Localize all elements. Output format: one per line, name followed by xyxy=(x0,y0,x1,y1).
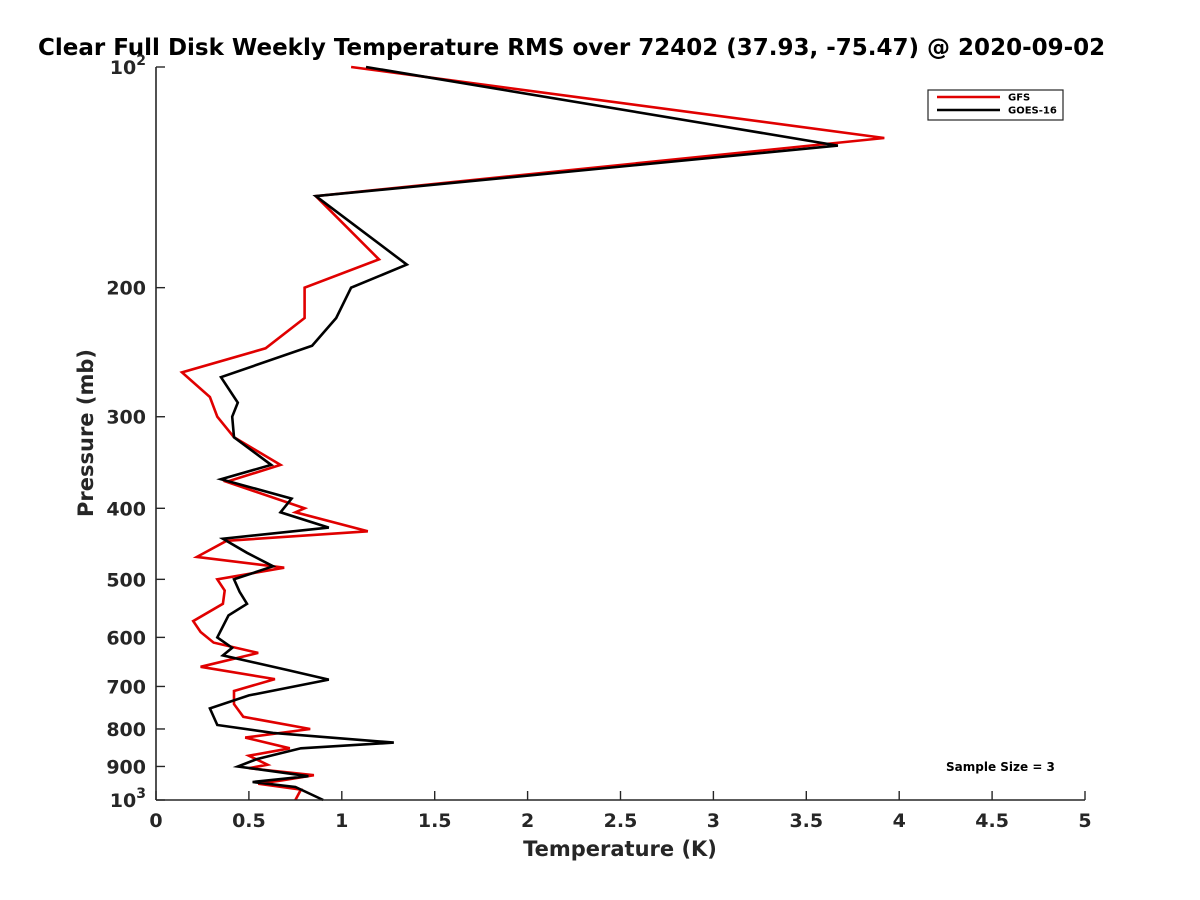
y-tick-label: 500 xyxy=(106,569,146,591)
y-tick-label: 900 xyxy=(106,756,146,778)
series-layer xyxy=(179,65,885,802)
legend-box xyxy=(927,89,1064,121)
y-tick-label: 800 xyxy=(106,719,146,741)
x-tick-label: 0.5 xyxy=(232,810,266,832)
chart-title: Clear Full Disk Weekly Temperature RMS o… xyxy=(38,35,1105,61)
x-tick-label: 2 xyxy=(521,810,534,832)
x-tick-label: 5 xyxy=(1078,810,1091,832)
sample-size-annotation: Sample Size = 3 xyxy=(946,760,1055,774)
series-line-goes-16 xyxy=(208,65,839,802)
y-tick-label: 600 xyxy=(106,627,146,649)
x-axis-label: Temperature (K) xyxy=(523,837,717,861)
x-tick-label: 1.5 xyxy=(418,810,452,832)
y-tick-label: 103 xyxy=(110,786,146,812)
y-tick-label: 700 xyxy=(106,676,146,698)
x-tick-label: 1 xyxy=(335,810,348,832)
y-axis-label: Pressure (mb) xyxy=(74,349,98,517)
legend: GFS GOES-16 xyxy=(927,89,1064,121)
legend-label-goes-16: GOES-16 xyxy=(1008,106,1057,117)
ticks-layer: 0 0.5 1 1.5 2 2.5 3 3.5 4 4.5 5 102 200 300 400 500 600 7… xyxy=(106,53,1091,832)
y-tick-label: 400 xyxy=(106,498,146,520)
axes-layer xyxy=(155,67,1085,801)
series-line-gfs xyxy=(179,65,885,801)
x-tick-label: 4.5 xyxy=(975,810,1009,832)
x-tick-label: 3.5 xyxy=(789,810,823,832)
x-tick-label: 2.5 xyxy=(604,810,638,832)
y-tick-label: 300 xyxy=(106,407,146,429)
x-tick-label: 4 xyxy=(893,810,906,832)
x-tick-label: 3 xyxy=(707,810,720,832)
y-tick-label: 200 xyxy=(106,278,146,300)
legend-label-gfs: GFS xyxy=(1008,93,1030,104)
y-tick-label: 102 xyxy=(110,53,146,79)
x-tick-label: 0 xyxy=(149,810,162,832)
